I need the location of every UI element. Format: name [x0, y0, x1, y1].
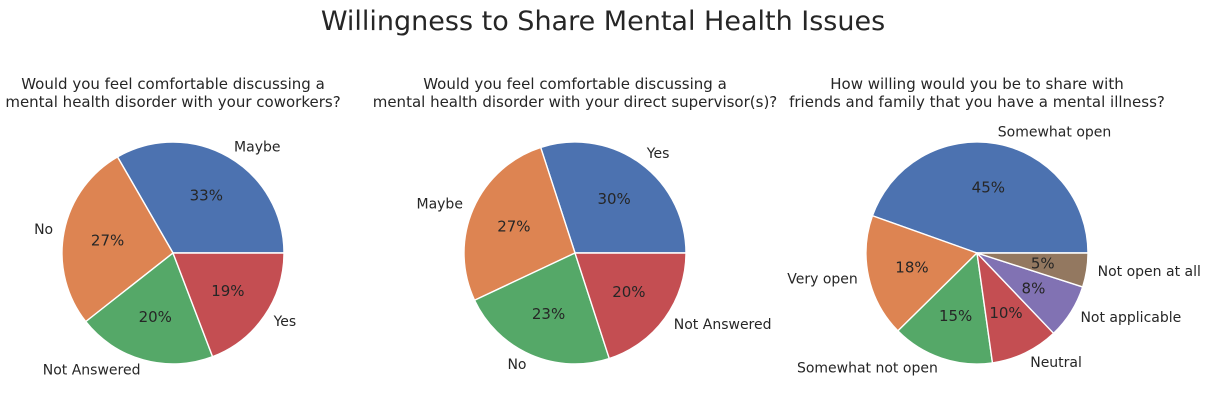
pie-chart-friends-family: How willing would you be to share with f…: [787, 75, 1201, 377]
pie-pct-label-not-applicable: 8%: [1022, 279, 1046, 297]
pie-slice-very-open: [865, 215, 978, 332]
chart-title-line-1: How willing would you be to share with: [830, 75, 1123, 93]
pie-pct-label-somewhat-open: 45%: [972, 178, 1005, 196]
pie-slice-somewhat-not-open: [897, 252, 994, 365]
pie-slice-label-yes: Yes: [273, 314, 297, 330]
pie-slice-label-very-open: Very open: [787, 271, 858, 287]
chart-title-line-1: Would you feel comfortable discussing a: [423, 75, 727, 93]
pie-pct-label-no: 27%: [91, 231, 124, 249]
pie-pct-label-not-answered: 20%: [139, 308, 172, 326]
chart-title-line-1: Would you feel comfortable discussing a: [21, 75, 325, 93]
pie-pct-label-yes: 30%: [597, 190, 630, 208]
pie-pct-label-yes: 19%: [211, 282, 244, 300]
pie-pct-label-not-answered: 20%: [612, 283, 645, 301]
pie-slice-somewhat-open: [871, 141, 1089, 254]
chart-title-line-2: friends and family that you have a menta…: [789, 93, 1165, 111]
pie-pct-label-maybe: 33%: [190, 186, 223, 204]
pie-slice-label-no: No: [507, 357, 526, 373]
pie-slice-no: [473, 252, 610, 365]
pie-slice-not-answered: [574, 252, 687, 360]
pie-chart-supervisor: Would you feel comfortable discussing a …: [373, 75, 778, 373]
pie-slice-maybe: [116, 141, 285, 254]
figure-title: Willingness to Share Mental Health Issue…: [321, 6, 885, 37]
pie-pct-label-no: 23%: [532, 305, 565, 323]
pie-slice-label-maybe: Maybe: [416, 197, 462, 213]
pie-slice-label-somewhat-open: Somewhat open: [998, 125, 1111, 141]
pie-slice-label-somewhat-not-open: Somewhat not open: [797, 361, 938, 377]
pie-pct-label-very-open: 18%: [895, 258, 928, 276]
pie-pct-label-maybe: 27%: [497, 218, 530, 236]
pie-chart-coworkers: Would you feel comfortable discussing a …: [5, 75, 340, 379]
pie-slice-maybe: [463, 146, 576, 301]
pie-slice-yes: [172, 252, 285, 358]
pie-slice-label-not-open-at-all: Not open at all: [1098, 264, 1201, 280]
pie-pct-label-neutral: 10%: [989, 304, 1022, 322]
pie-slice-not-answered: [85, 252, 214, 365]
pie-pct-label-somewhat-not-open: 15%: [939, 307, 972, 325]
pie-slice-label-not-answered: Not Answered: [674, 317, 772, 333]
pie-slice-label-neutral: Neutral: [1030, 355, 1082, 371]
pie-pct-label-not-open-at-all: 5%: [1031, 254, 1055, 272]
pie-slice-label-maybe: Maybe: [234, 139, 280, 155]
pie-slice-label-yes: Yes: [646, 146, 670, 162]
pie-slice-not-open-at-all: [976, 252, 1089, 288]
pie-slice-label-not-applicable: Not applicable: [1080, 310, 1181, 326]
chart-title-line-2: mental health disorder with your direct …: [373, 93, 778, 111]
pie-slice-no: [61, 156, 174, 323]
pie-slice-yes: [540, 141, 687, 254]
chart-title-line-2: mental health disorder with your coworke…: [5, 93, 340, 111]
pie-slice-label-no: No: [34, 222, 53, 238]
pie-slice-label-not-answered: Not Answered: [43, 363, 141, 379]
